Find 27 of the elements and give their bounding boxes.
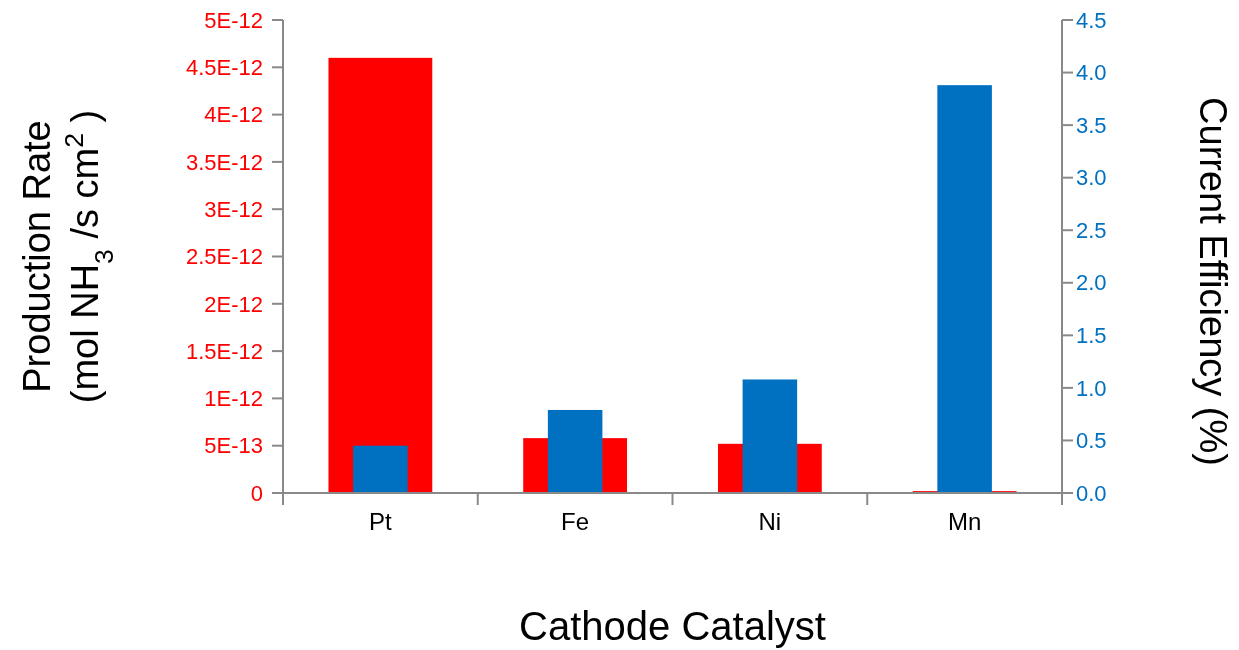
y-tick-label: 3E-12 (204, 196, 263, 222)
y2-tick-label: 2.5 (1076, 217, 1107, 243)
x-tick-label: Pt (369, 508, 393, 535)
x-tick-label: Fe (561, 508, 590, 535)
y-tick-label: 1.5E-12 (185, 338, 263, 364)
y-tick-label: 1E-12 (204, 386, 263, 412)
x-axis-title: Cathode Catalyst (519, 604, 826, 648)
y2-tick-label: 4.5 (1076, 7, 1107, 33)
y2-tick-label: 1.0 (1076, 375, 1107, 401)
x-tick-label: Mn (947, 508, 982, 535)
y2-tick-label: 3.0 (1076, 165, 1107, 191)
y-tick-label: 0 (250, 480, 263, 506)
x-tick-label: Ni (758, 508, 782, 535)
y2-tick-label: 1.5 (1076, 323, 1107, 349)
y2-tick-label: 2.0 (1076, 270, 1107, 296)
y-tick-label: 4.5E-12 (185, 55, 263, 80)
y2-axis-title: Current Efficiency (%) (1192, 97, 1234, 466)
y-tick-label: 4E-12 (204, 102, 263, 128)
y-tick-label: 3.5E-12 (185, 149, 263, 175)
y2-tick-label: 0.0 (1076, 480, 1107, 506)
y2-tick-label: 0.5 (1076, 428, 1107, 454)
y-tick-label: 5E-12 (204, 7, 263, 33)
y-tick-label: 2E-12 (204, 291, 263, 317)
y2-tick-label: 4.0 (1076, 60, 1107, 86)
y-tick-label: 2.5E-12 (185, 244, 263, 270)
y-tick-label: 5E-13 (204, 433, 263, 459)
y2-tick-label: 3.5 (1076, 112, 1107, 138)
